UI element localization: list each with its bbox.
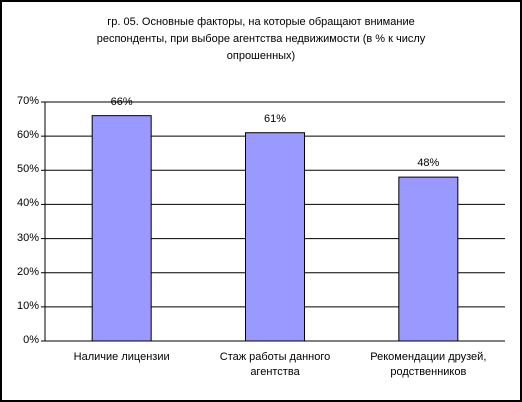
y-tick-label: 20% [16, 265, 39, 278]
value-label: 48% [417, 157, 440, 170]
y-tick-label: 50% [16, 163, 39, 176]
y-tick-label: 60% [16, 129, 39, 142]
bar [245, 132, 305, 342]
value-label: 61% [263, 112, 287, 125]
value-label: 66% [110, 95, 133, 108]
chart-title: гр. 05. Основные факторы, на которые обр… [96, 16, 426, 62]
y-tick-label: 0% [23, 334, 39, 346]
bar [91, 115, 152, 342]
y-tick-label: 40% [16, 197, 39, 210]
y-tick-label: 30% [16, 231, 39, 244]
x-tick-label: Стаж работы данного агентства [219, 351, 331, 378]
y-tick-label: 10% [16, 299, 39, 312]
x-tick-label: Наличие лицензии [73, 351, 170, 363]
bar [398, 176, 459, 342]
x-tick-label: Рекомендации друзей, родственников [370, 351, 487, 378]
y-tick-label: 70% [16, 95, 39, 107]
